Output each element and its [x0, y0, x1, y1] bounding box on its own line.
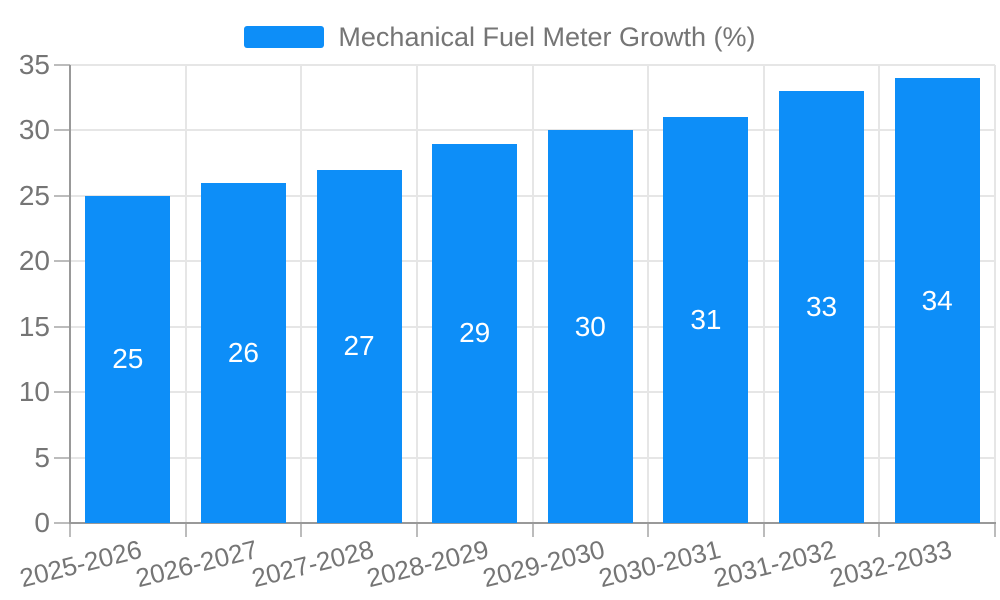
y-tick-label: 5: [34, 441, 50, 473]
y-tick-label: 35: [18, 49, 50, 80]
bar[interactable]: [779, 91, 865, 523]
y-axis-tick: [54, 325, 70, 328]
x-axis-tick: [878, 523, 881, 537]
bar[interactable]: [663, 117, 749, 523]
bar[interactable]: [547, 130, 633, 523]
bar-value-label: 27: [343, 330, 375, 362]
x-axis-tick: [531, 523, 534, 537]
bar-value-label: 25: [112, 343, 144, 375]
y-tick-label: 30: [18, 114, 50, 146]
bar[interactable]: [200, 182, 286, 523]
x-axis-tick: [647, 523, 650, 537]
x-axis-tick: [300, 523, 303, 537]
gridline-vertical: [762, 65, 765, 523]
gridline-vertical: [994, 65, 996, 523]
x-axis-tick: [762, 523, 765, 537]
gridline-vertical: [531, 65, 534, 523]
x-category-label: 2028-2029: [364, 534, 492, 594]
x-category-label: 2030-2031: [595, 534, 724, 594]
x-axis-tick: [415, 523, 418, 537]
x-axis-tick: [69, 523, 71, 537]
x-category-label: 2032-2033: [826, 534, 955, 594]
x-axis-line: [69, 522, 996, 524]
bar-value-label: 30: [574, 310, 606, 342]
bar-value-label: 26: [227, 336, 260, 368]
bar-value-label: 29: [459, 317, 491, 349]
y-axis-tick: [54, 129, 70, 132]
y-axis-tick: [54, 522, 70, 524]
x-category-label: 2026-2027: [132, 534, 261, 594]
x-category-label: 2031-2032: [710, 534, 839, 594]
y-axis-tick: [54, 260, 70, 263]
bar-value-label: 33: [805, 291, 838, 323]
y-axis-tick: [54, 194, 70, 197]
x-axis-tick: [994, 523, 996, 537]
gridline-vertical: [647, 65, 650, 523]
x-axis-tick: [184, 523, 187, 537]
bar[interactable]: [85, 195, 171, 523]
y-tick-label: 20: [18, 245, 50, 277]
gridline-vertical: [878, 65, 881, 523]
gridline-vertical: [300, 65, 303, 523]
y-axis-line: [69, 65, 71, 523]
bar[interactable]: [894, 78, 980, 523]
bar-value-label: 34: [921, 284, 953, 316]
bar[interactable]: [432, 143, 518, 523]
legend-swatch-icon: [244, 26, 325, 48]
y-axis-tick: [54, 456, 70, 459]
bar-value-label: 31: [690, 304, 722, 336]
x-category-label: 2029-2030: [479, 534, 608, 594]
legend-label: Mechanical Fuel Meter Growth (%): [338, 22, 756, 52]
y-tick-label: 25: [18, 179, 50, 211]
legend-item[interactable]: Mechanical Fuel Meter Growth (%): [0, 22, 1000, 52]
x-category-label: 2027-2028: [248, 534, 377, 594]
y-axis-tick: [54, 391, 70, 394]
bar[interactable]: [316, 169, 402, 523]
gridline-vertical: [415, 65, 418, 523]
gridline-vertical: [184, 65, 187, 523]
y-tick-label: 0: [34, 507, 50, 538]
y-tick-label: 15: [18, 310, 50, 342]
y-tick-label: 10: [18, 376, 50, 408]
x-category-label: 2025-2026: [17, 534, 146, 594]
y-axis-tick: [54, 64, 70, 66]
